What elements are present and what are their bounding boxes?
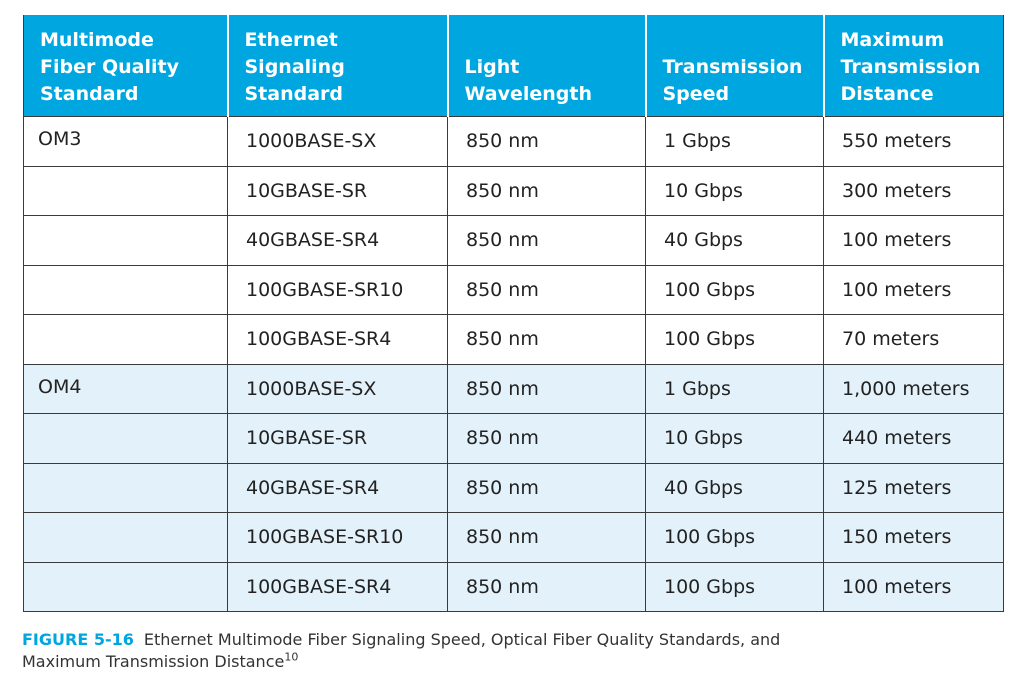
header-text-line: Multimode (40, 29, 154, 51)
header-text-line: Ethernet (244, 29, 338, 51)
header-text-line: Speed (662, 83, 730, 105)
cell-signaling-standard: 10GBASE-SR (227, 413, 448, 464)
table-row: OM3 1000BASE-SX 850 nm 1 Gbps 550 meters (23, 116, 1004, 167)
table-row: 10GBASE-SR 850 nm 10 Gbps 300 meters (23, 165, 1004, 216)
cell-max-distance: 1,000 meters (823, 363, 1004, 414)
cell-wavelength: 850 nm (447, 116, 646, 167)
cell-wavelength: 850 nm (447, 314, 646, 365)
cell-fiber-quality (23, 264, 228, 315)
cell-fiber-quality (23, 215, 228, 266)
footnote-marker: 10 (284, 650, 299, 664)
caption-text-line2: Maximum Transmission Distance (22, 652, 285, 671)
cell-fiber-quality: OM3 (23, 116, 228, 167)
cell-wavelength: 850 nm (447, 363, 646, 414)
cell-signaling-standard: 100GBASE-SR4 (227, 314, 448, 365)
cell-max-distance: 100 meters (823, 264, 1004, 315)
cell-max-distance: 125 meters (823, 462, 1004, 513)
header-text-line: Signaling (244, 56, 345, 78)
header-ethernet-signaling-standard: Ethernet Signaling Standard (226, 15, 449, 117)
header-text-line: Fiber Quality (40, 56, 179, 78)
table-row: 100GBASE-SR10 850 nm 100 Gbps 100 meters (23, 264, 1004, 315)
cell-fiber-quality (23, 413, 228, 464)
cell-speed: 40 Gbps (645, 462, 824, 513)
cell-fiber-quality (23, 462, 228, 513)
table-row: 100GBASE-SR4 850 nm 100 Gbps 70 meters (23, 314, 1004, 365)
header-text-line: Standard (40, 83, 139, 105)
header-text-line: Distance (840, 83, 934, 105)
cell-fiber-quality (23, 561, 228, 612)
cell-max-distance: 100 meters (823, 561, 1004, 612)
header-fiber-quality-standard: Multimode Fiber Quality Standard (23, 15, 229, 117)
table-row: 100GBASE-SR4 850 nm 100 Gbps 100 meters (23, 561, 1004, 612)
cell-signaling-standard: 10GBASE-SR (227, 165, 448, 216)
cell-wavelength: 850 nm (447, 413, 646, 464)
figure-caption: FIGURE 5-16 Ethernet Multimode Fiber Sign… (22, 629, 1002, 673)
table-row: 40GBASE-SR4 850 nm 40 Gbps 100 meters (23, 215, 1004, 266)
caption-text-line1: Ethernet Multimode Fiber Signaling Speed… (143, 630, 781, 649)
cell-speed: 40 Gbps (645, 215, 824, 266)
table-row: 40GBASE-SR4 850 nm 40 Gbps 125 meters (23, 462, 1004, 513)
cell-signaling-standard: 40GBASE-SR4 (227, 462, 448, 513)
cell-max-distance: 70 meters (823, 314, 1004, 365)
header-light-wavelength: Light Wavelength (446, 15, 647, 117)
cell-speed: 100 Gbps (645, 512, 824, 563)
cell-max-distance: 440 meters (823, 413, 1004, 464)
cell-speed: 10 Gbps (645, 413, 824, 464)
cell-signaling-standard: 1000BASE-SX (227, 363, 448, 414)
cell-fiber-quality: OM4 (23, 363, 228, 414)
cell-signaling-standard: 40GBASE-SR4 (227, 215, 448, 266)
cell-speed: 1 Gbps (645, 116, 824, 167)
header-text-line: Wavelength (464, 83, 593, 105)
header-text-line: Transmission (662, 56, 803, 78)
cell-wavelength: 850 nm (447, 215, 646, 266)
cell-speed: 10 Gbps (645, 165, 824, 216)
table-row: OM4 1000BASE-SX 850 nm 1 Gbps 1,000 mete… (23, 363, 1004, 414)
cell-fiber-quality (23, 314, 228, 365)
cell-speed: 100 Gbps (645, 561, 824, 612)
header-text-line: Standard (244, 83, 344, 105)
cell-speed: 100 Gbps (645, 264, 824, 315)
header-text-line: Maximum (840, 29, 945, 51)
cell-wavelength: 850 nm (447, 561, 646, 612)
cell-max-distance: 150 meters (823, 512, 1004, 563)
cell-max-distance: 100 meters (823, 215, 1004, 266)
cell-wavelength: 850 nm (447, 462, 646, 513)
table-body: OM3 1000BASE-SX 850 nm 1 Gbps 550 meters… (23, 116, 1004, 612)
cell-signaling-standard: 100GBASE-SR10 (227, 264, 448, 315)
header-transmission-speed: Transmission Speed (644, 15, 825, 117)
cell-fiber-quality (23, 165, 228, 216)
cell-signaling-standard: 100GBASE-SR4 (227, 561, 448, 612)
cell-max-distance: 300 meters (823, 165, 1004, 216)
cell-wavelength: 850 nm (447, 165, 646, 216)
cell-signaling-standard: 1000BASE-SX (227, 116, 448, 167)
table-row: 100GBASE-SR10 850 nm 100 Gbps 150 meters (23, 512, 1004, 563)
table-header: Multimode Fiber Quality Standard Etherne… (23, 15, 1004, 117)
header-maximum-transmission-distance: Maximum Transmission Distance (822, 15, 1004, 117)
fiber-standards-table: Multimode Fiber Quality Standard Etherne… (23, 15, 1004, 612)
cell-wavelength: 850 nm (447, 264, 646, 315)
header-text-line: Transmission (840, 56, 981, 78)
header-text-line: Light (464, 56, 520, 78)
header-row: Multimode Fiber Quality Standard Etherne… (23, 15, 1004, 117)
cell-speed: 100 Gbps (645, 314, 824, 365)
cell-speed: 1 Gbps (645, 363, 824, 414)
cell-wavelength: 850 nm (447, 512, 646, 563)
cell-signaling-standard: 100GBASE-SR10 (227, 512, 448, 563)
cell-max-distance: 550 meters (823, 116, 1004, 167)
cell-fiber-quality (23, 512, 228, 563)
table-row: 10GBASE-SR 850 nm 10 Gbps 440 meters (23, 413, 1004, 464)
figure-label: FIGURE 5-16 (22, 630, 134, 649)
fiber-standards-table-container: Multimode Fiber Quality Standard Etherne… (23, 15, 1004, 612)
